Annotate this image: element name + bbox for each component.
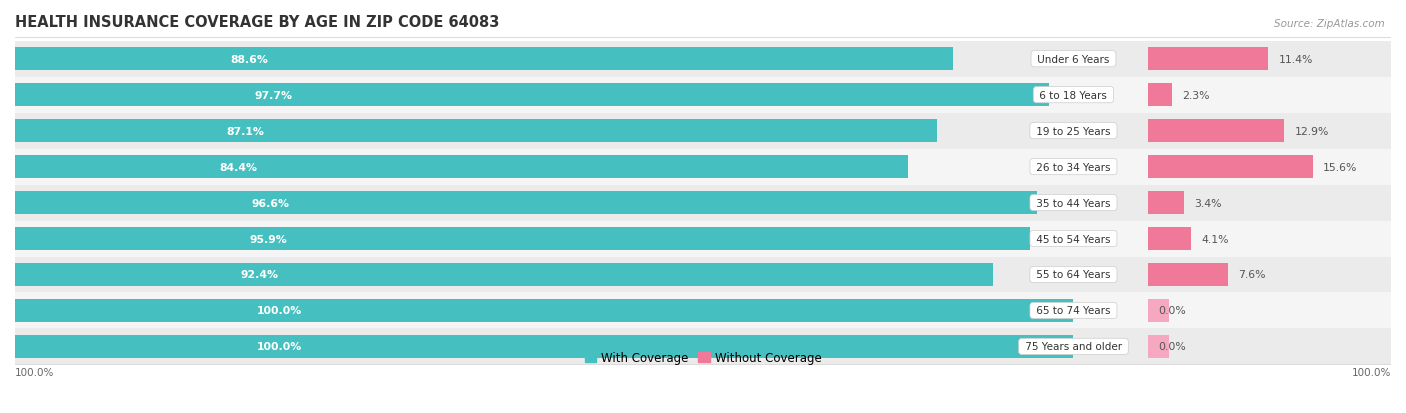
Bar xyxy=(15,335,1073,358)
Text: 35 to 44 Years: 35 to 44 Years xyxy=(1033,198,1114,208)
Text: 45 to 54 Years: 45 to 54 Years xyxy=(1033,234,1114,244)
Text: 7.6%: 7.6% xyxy=(1239,270,1265,280)
FancyBboxPatch shape xyxy=(15,185,1391,221)
Bar xyxy=(15,48,953,71)
Bar xyxy=(1147,84,1171,107)
Bar xyxy=(1147,299,1168,323)
Text: 100.0%: 100.0% xyxy=(1351,368,1391,377)
Bar xyxy=(1147,227,1191,251)
Bar xyxy=(1147,48,1268,71)
FancyBboxPatch shape xyxy=(15,149,1391,185)
Text: 6 to 18 Years: 6 to 18 Years xyxy=(1036,90,1111,100)
Bar xyxy=(1147,156,1313,179)
Text: HEALTH INSURANCE COVERAGE BY AGE IN ZIP CODE 64083: HEALTH INSURANCE COVERAGE BY AGE IN ZIP … xyxy=(15,15,499,30)
Text: 95.9%: 95.9% xyxy=(250,234,288,244)
Text: 96.6%: 96.6% xyxy=(252,198,290,208)
Bar xyxy=(15,191,1038,215)
Bar xyxy=(1147,191,1184,215)
FancyBboxPatch shape xyxy=(15,78,1391,113)
Text: 55 to 64 Years: 55 to 64 Years xyxy=(1033,270,1114,280)
Bar xyxy=(1147,263,1227,287)
FancyBboxPatch shape xyxy=(15,329,1391,365)
Bar xyxy=(15,156,908,179)
Text: 11.4%: 11.4% xyxy=(1279,55,1313,64)
FancyBboxPatch shape xyxy=(15,257,1391,293)
Text: 100.0%: 100.0% xyxy=(15,368,55,377)
FancyBboxPatch shape xyxy=(15,221,1391,257)
Text: 84.4%: 84.4% xyxy=(219,162,257,172)
Text: 97.7%: 97.7% xyxy=(254,90,292,100)
Text: 12.9%: 12.9% xyxy=(1295,126,1329,136)
Text: 87.1%: 87.1% xyxy=(226,126,264,136)
Text: 65 to 74 Years: 65 to 74 Years xyxy=(1033,306,1114,316)
Bar xyxy=(15,84,1049,107)
FancyBboxPatch shape xyxy=(15,113,1391,149)
Bar xyxy=(1147,120,1284,143)
Bar xyxy=(15,227,1031,251)
Text: 100.0%: 100.0% xyxy=(257,306,302,316)
Bar xyxy=(15,263,993,287)
Legend: With Coverage, Without Coverage: With Coverage, Without Coverage xyxy=(579,347,827,369)
Text: 0.0%: 0.0% xyxy=(1159,342,1185,351)
Bar xyxy=(15,120,936,143)
Text: 4.1%: 4.1% xyxy=(1202,234,1229,244)
Text: 15.6%: 15.6% xyxy=(1323,162,1358,172)
Text: 75 Years and older: 75 Years and older xyxy=(1022,342,1125,351)
Text: 100.0%: 100.0% xyxy=(257,342,302,351)
FancyBboxPatch shape xyxy=(15,42,1391,78)
Text: Under 6 Years: Under 6 Years xyxy=(1035,55,1112,64)
Text: Source: ZipAtlas.com: Source: ZipAtlas.com xyxy=(1274,19,1385,28)
Text: 2.3%: 2.3% xyxy=(1182,90,1211,100)
Text: 92.4%: 92.4% xyxy=(240,270,278,280)
Text: 19 to 25 Years: 19 to 25 Years xyxy=(1033,126,1114,136)
Text: 26 to 34 Years: 26 to 34 Years xyxy=(1033,162,1114,172)
Text: 88.6%: 88.6% xyxy=(231,55,269,64)
Bar xyxy=(1147,335,1168,358)
Text: 0.0%: 0.0% xyxy=(1159,306,1185,316)
FancyBboxPatch shape xyxy=(15,293,1391,329)
Text: 3.4%: 3.4% xyxy=(1194,198,1222,208)
Bar xyxy=(15,299,1073,323)
